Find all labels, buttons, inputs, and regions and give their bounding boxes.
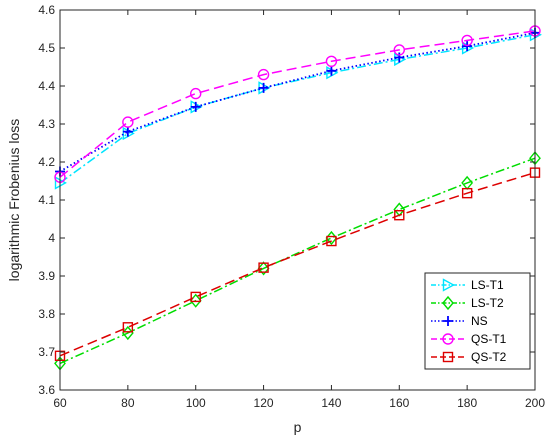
data-point: [258, 82, 269, 93]
legend: LS-T1 LS-T2 NS QS-T1 QS-T2: [424, 272, 531, 370]
series-qs-t1: [54, 25, 541, 183]
y-tick-label: 4.6: [38, 3, 55, 17]
legend-marker: [442, 295, 454, 311]
x-tick-label: 60: [53, 396, 67, 410]
legend-item: LS-T2: [431, 295, 504, 311]
series-line: [59, 33, 536, 184]
x-axis-label: p: [294, 419, 302, 435]
series-line: [59, 30, 536, 178]
series-line: [59, 157, 536, 365]
x-tick-label: 140: [321, 396, 341, 410]
x-tick-label: 80: [121, 396, 135, 410]
y-tick-label: 4.2: [38, 155, 55, 169]
data-point: [461, 187, 473, 199]
legend-label: LS-T2: [471, 296, 504, 310]
x-tick-label: 200: [525, 396, 545, 410]
data-point: [461, 34, 473, 47]
legend-label: QS-T1: [471, 332, 507, 346]
legend-marker: [443, 316, 453, 326]
y-tick-label: 4.4: [38, 79, 55, 93]
y-tick-label: 3.7: [38, 345, 55, 359]
data-point: [122, 116, 134, 128]
data-point: [190, 87, 202, 100]
data-point: [394, 52, 405, 63]
data-point: [326, 235, 337, 247]
series-layer: [54, 25, 542, 371]
data-point: [257, 68, 270, 81]
x-tick-label: 100: [186, 396, 206, 410]
legend-marker: [442, 351, 454, 363]
y-tick-label: 4: [48, 231, 55, 245]
legend-item: QS-T1: [431, 332, 507, 346]
legend-label: LS-T1: [471, 278, 504, 292]
data-point: [393, 44, 405, 56]
y-tick-label: 3.8: [38, 307, 55, 321]
legend-label: QS-T2: [471, 350, 507, 364]
data-point: [258, 262, 269, 273]
series-line: [59, 31, 536, 173]
data-point: [326, 65, 337, 76]
x-tick-label: 180: [457, 396, 477, 410]
data-point: [121, 325, 134, 341]
legend-marker: [442, 333, 454, 345]
y-tick-label: 4.5: [38, 41, 55, 55]
ticks-layer: 60 80 100 120 140 160 180 200 3.6 3.7 3.8 3.9 4 4.1 4.…: [38, 3, 545, 410]
data-point: [394, 209, 405, 221]
y-tick-label: 4.3: [38, 117, 55, 131]
legend-marker: [442, 278, 455, 292]
legend-label: NS: [471, 314, 488, 328]
series-line: [59, 171, 536, 357]
data-point: [122, 322, 134, 333]
x-tick-label: 120: [254, 396, 274, 410]
data-point: [190, 101, 201, 112]
data-point: [122, 126, 133, 137]
y-axis-label: logarithmic Frobenius loss: [6, 119, 22, 282]
legend-item: NS: [431, 314, 488, 328]
data-point: [190, 291, 201, 303]
y-tick-label: 3.9: [38, 269, 55, 283]
y-tick-label: 3.6: [38, 383, 55, 397]
legend-item: QS-T2: [431, 350, 507, 364]
x-tick-label: 160: [389, 396, 409, 410]
y-tick-label: 4.1: [38, 193, 55, 207]
legend-item: LS-T1: [431, 278, 504, 292]
data-point: [325, 55, 338, 67]
